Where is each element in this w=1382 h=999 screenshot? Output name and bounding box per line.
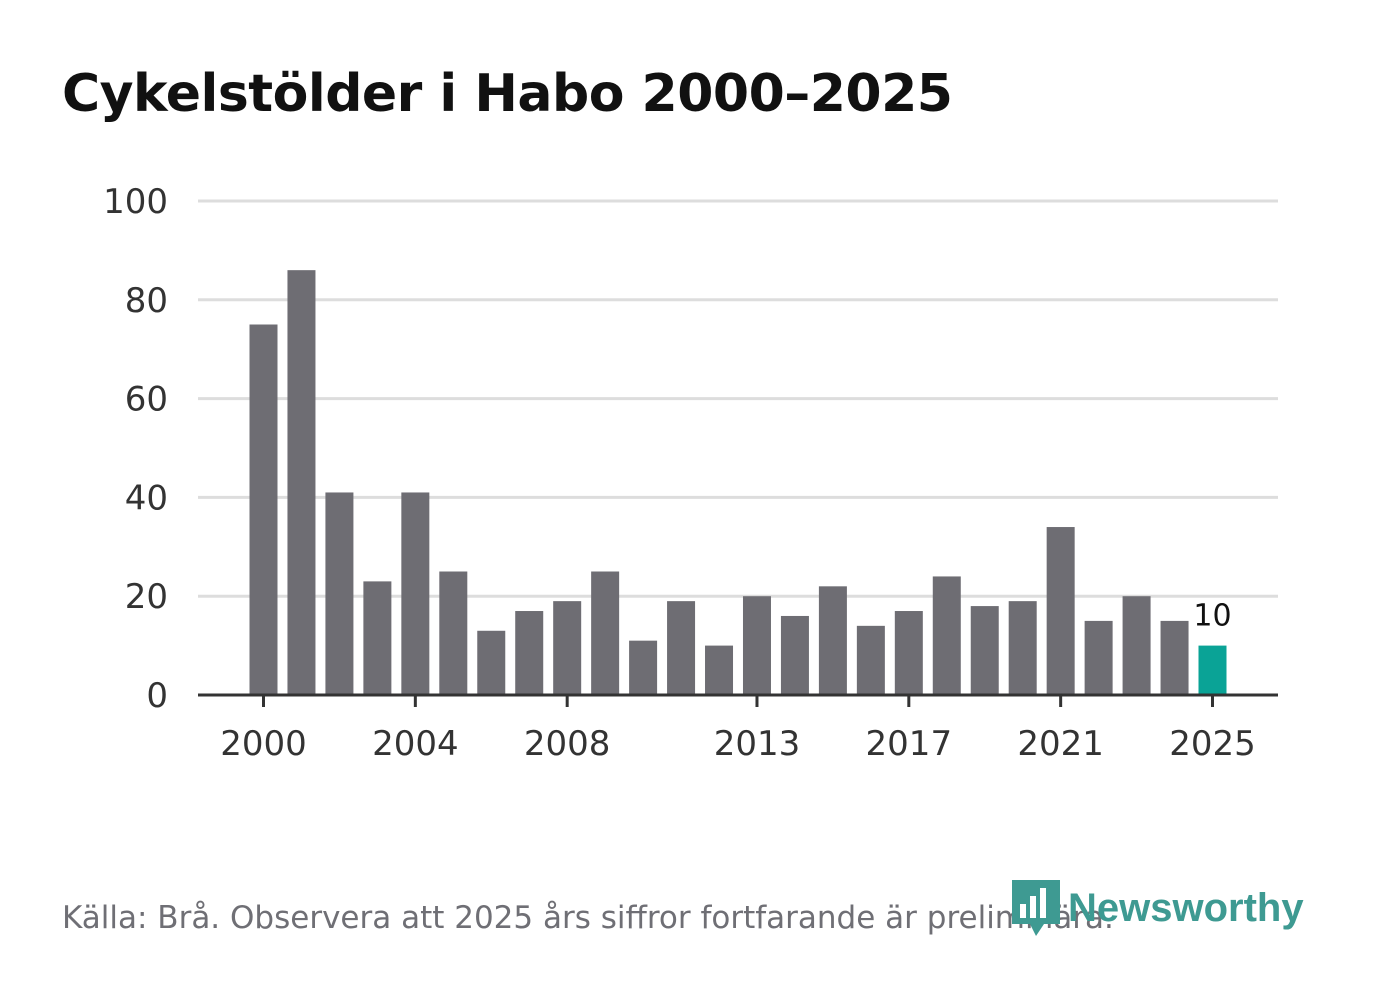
y-tick-label-20: 20 xyxy=(125,577,168,617)
bar-2025 xyxy=(1198,645,1227,695)
bar-2002 xyxy=(325,492,354,695)
y-tick-label-60: 60 xyxy=(125,380,168,420)
x-tick-label-2025: 2025 xyxy=(1169,724,1256,764)
bar-2020 xyxy=(1008,601,1037,695)
bar-2018 xyxy=(932,576,961,695)
bar-2024 xyxy=(1160,620,1189,695)
bar-2019 xyxy=(970,606,999,695)
x-axis: 2000 2004 2008 2013 2017 2021 2025 xyxy=(198,693,1278,764)
bar-2021 xyxy=(1046,527,1075,695)
chart-title: Cykelstölder i Habo 2000–2025 xyxy=(62,64,953,124)
bar-2012 xyxy=(705,645,734,695)
x-tick-label-2017: 2017 xyxy=(866,724,953,764)
bar-2009 xyxy=(591,571,620,695)
x-tick-label-2013: 2013 xyxy=(714,724,801,764)
y-tick-label-80: 80 xyxy=(125,281,168,321)
x-tick-label-2008: 2008 xyxy=(524,724,611,764)
bar-2017 xyxy=(894,611,923,695)
x-tick-label-2004: 2004 xyxy=(372,724,459,764)
bar-2008 xyxy=(553,601,582,695)
bar-chart-speech-bubble-icon xyxy=(1012,880,1060,936)
y-axis-ticks: 0 20 40 60 80 100 xyxy=(103,182,168,716)
bar-2022 xyxy=(1084,620,1113,695)
bar-2007 xyxy=(515,611,544,695)
x-tick-label-2000: 2000 xyxy=(220,724,307,764)
gridlines xyxy=(198,199,1278,598)
source-note: Källa: Brå. Observera att 2025 års siffr… xyxy=(62,900,1114,936)
bar-chart: 0 20 40 60 80 100 2000 2004 2008 2013 2017 2021 202… xyxy=(103,182,1278,764)
bar-2016 xyxy=(856,625,885,695)
bar-2000 xyxy=(249,324,278,695)
y-tick-label-0: 0 xyxy=(146,676,168,716)
bar-2013 xyxy=(742,596,771,695)
bar-2003 xyxy=(363,581,392,695)
bar-2015 xyxy=(818,586,847,695)
bar-2014 xyxy=(780,615,809,695)
bar-2004 xyxy=(401,492,430,695)
y-tick-label-100: 100 xyxy=(103,182,168,222)
value-label-2025: 10 xyxy=(1193,599,1231,634)
data-labels: 10 xyxy=(1190,596,1234,637)
bars xyxy=(249,270,1227,695)
bar-2011 xyxy=(667,601,696,695)
bar-2023 xyxy=(1122,596,1151,695)
bar-2010 xyxy=(629,640,658,695)
bar-2006 xyxy=(477,630,506,695)
x-tick-label-2021: 2021 xyxy=(1017,724,1104,764)
y-tick-label-40: 40 xyxy=(125,478,168,518)
brand-name: Newsworthy xyxy=(1068,885,1304,930)
bar-2005 xyxy=(439,571,468,695)
bar-2001 xyxy=(287,270,316,695)
brand-logo: Newsworthy xyxy=(1010,878,1304,938)
